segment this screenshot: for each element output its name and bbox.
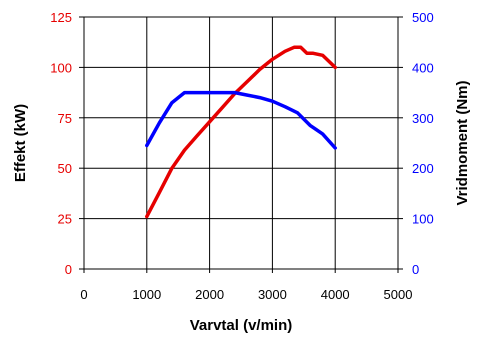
- left-tick-label: 0: [65, 262, 72, 277]
- left-tick-label: 75: [58, 111, 72, 126]
- x-tick-label: 2000: [195, 287, 224, 302]
- left-tick-label: 125: [50, 10, 72, 25]
- x-tick-label: 5000: [384, 287, 413, 302]
- plot-area-frame: [83, 16, 399, 270]
- grid-lines: [84, 17, 398, 269]
- left-tick-label: 100: [50, 60, 72, 75]
- right-tick-label: 300: [412, 111, 434, 126]
- x-tick-label: 0: [80, 287, 87, 302]
- x-axis-title: Varvtal (v/min): [190, 317, 293, 334]
- series-lines: [145, 45, 337, 219]
- x-tick-label: 3000: [258, 287, 287, 302]
- left-y-axis-title: Effekt (kW): [12, 104, 29, 182]
- left-tick-label: 25: [58, 212, 72, 227]
- x-tick-label: 1000: [132, 287, 161, 302]
- right-tick-label: 200: [412, 161, 434, 176]
- right-tick-label: 400: [412, 60, 434, 75]
- right-tick-label: 100: [412, 212, 434, 227]
- right-tick-label: 0: [412, 262, 419, 277]
- torque-series-line: [145, 90, 337, 150]
- axis-ticks: [79, 16, 403, 273]
- right-y-axis-title: Vridmoment (Nm): [454, 80, 471, 205]
- power-series-line: [145, 45, 337, 219]
- x-tick-label: 4000: [321, 287, 350, 302]
- right-tick-label: 500: [412, 10, 434, 25]
- left-tick-label: 50: [58, 161, 72, 176]
